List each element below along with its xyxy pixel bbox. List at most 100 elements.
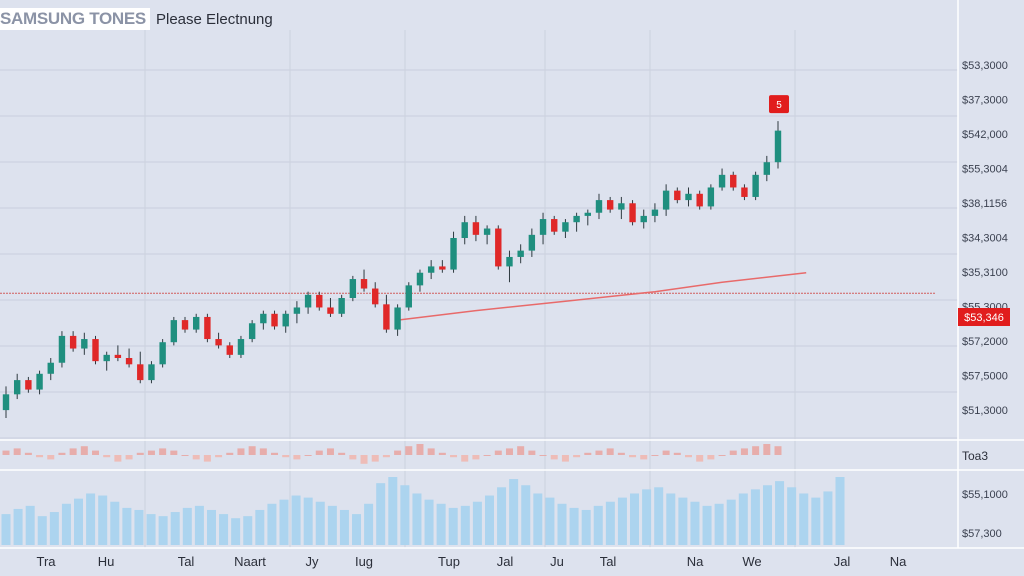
candle-body xyxy=(539,219,547,235)
volume-bar xyxy=(182,507,192,545)
candle xyxy=(439,260,446,273)
candle xyxy=(450,231,457,273)
candle xyxy=(416,269,424,292)
volume-bar xyxy=(194,505,204,545)
volume-bar xyxy=(303,497,313,545)
candle-body xyxy=(618,203,625,210)
candle xyxy=(271,310,278,330)
oscillator-bar xyxy=(2,450,10,455)
oscillator-bar xyxy=(405,446,413,455)
oscillator-bar xyxy=(125,455,133,460)
candle xyxy=(114,345,122,362)
candle xyxy=(293,301,301,324)
oscillator-bar xyxy=(271,452,279,455)
candle-body xyxy=(483,228,491,235)
volume-bar xyxy=(219,514,229,545)
candle xyxy=(629,200,636,226)
candle xyxy=(472,215,480,242)
price-markers: $53,346 5 xyxy=(769,95,1010,326)
oscillator-bar xyxy=(561,455,569,462)
candles xyxy=(2,121,782,418)
candle-body xyxy=(282,313,289,327)
candle xyxy=(338,294,345,317)
candle-body xyxy=(69,335,77,349)
price-axis-label: $542,000 xyxy=(962,129,1008,141)
volume-bar xyxy=(497,487,507,545)
candle xyxy=(461,215,468,245)
candle xyxy=(92,335,99,365)
candle-body xyxy=(338,298,345,314)
volume-bar xyxy=(267,503,277,545)
volume-bar xyxy=(823,491,833,545)
candle-body xyxy=(517,250,524,257)
candle xyxy=(327,298,334,317)
candle-body xyxy=(215,339,222,346)
volume-bar xyxy=(279,499,289,545)
time-axis-label: Hu xyxy=(98,554,115,569)
time-axis-label: Tup xyxy=(438,554,460,569)
oscillator-bar xyxy=(450,455,458,458)
oscillator-bar xyxy=(226,452,234,455)
candle xyxy=(316,291,323,311)
oscillator-bar xyxy=(416,444,424,455)
candle xyxy=(47,358,54,381)
candle-body xyxy=(472,222,480,235)
oscillator-bar xyxy=(259,448,267,455)
volume-bar xyxy=(49,512,59,545)
time-axis-label: Jal xyxy=(497,554,514,569)
candle xyxy=(103,351,110,371)
oscillator-bar xyxy=(338,452,346,455)
candle-body xyxy=(405,285,412,308)
volume-bar xyxy=(678,497,688,545)
candle xyxy=(125,348,133,368)
oscillator-bar xyxy=(763,444,771,455)
oscillator-bar xyxy=(159,448,167,455)
candle-body xyxy=(662,190,670,210)
oscillator-label: Toa3 xyxy=(962,449,988,463)
oscillator-bar xyxy=(192,455,200,460)
oscillator-bar xyxy=(248,446,256,455)
oscillator-bar xyxy=(752,446,760,455)
candle xyxy=(506,250,513,283)
candle-body xyxy=(226,345,233,355)
candle xyxy=(81,332,88,355)
candle-body xyxy=(551,219,558,232)
oscillator-bar xyxy=(349,455,357,460)
time-axis-label: Ju xyxy=(550,554,564,569)
volume-bar xyxy=(557,503,567,545)
volume-bar xyxy=(666,493,676,545)
candle xyxy=(405,282,412,311)
candle xyxy=(483,225,491,245)
volume-bar xyxy=(206,509,216,545)
volume-bar xyxy=(448,507,458,545)
candle-body xyxy=(461,222,468,238)
oscillator-bar xyxy=(595,450,603,455)
candle-body xyxy=(383,304,390,330)
oscillator-bar xyxy=(774,446,782,455)
candle-body xyxy=(741,187,748,197)
volume-bar xyxy=(170,512,180,545)
candle-body xyxy=(730,174,737,188)
candle-body xyxy=(595,200,603,213)
volume-bar xyxy=(110,501,120,545)
candle-body xyxy=(752,174,759,197)
candle-body xyxy=(562,222,569,232)
volume-bar xyxy=(134,509,144,545)
candle-body xyxy=(170,320,178,343)
oscillator-bar xyxy=(136,452,144,455)
volume-bar xyxy=(327,505,337,545)
candle xyxy=(170,316,178,346)
candle xyxy=(349,275,357,302)
volume-bar xyxy=(1,514,11,545)
candle xyxy=(718,168,726,191)
volume-bar xyxy=(654,487,664,545)
candle-body xyxy=(707,187,715,207)
time-axis-label: Tal xyxy=(600,554,617,569)
oscillator-bar xyxy=(360,455,368,464)
moving-average-group xyxy=(397,271,807,321)
candle xyxy=(13,373,21,400)
oscillator-bar xyxy=(539,455,547,456)
oscillator-bar xyxy=(371,455,379,462)
